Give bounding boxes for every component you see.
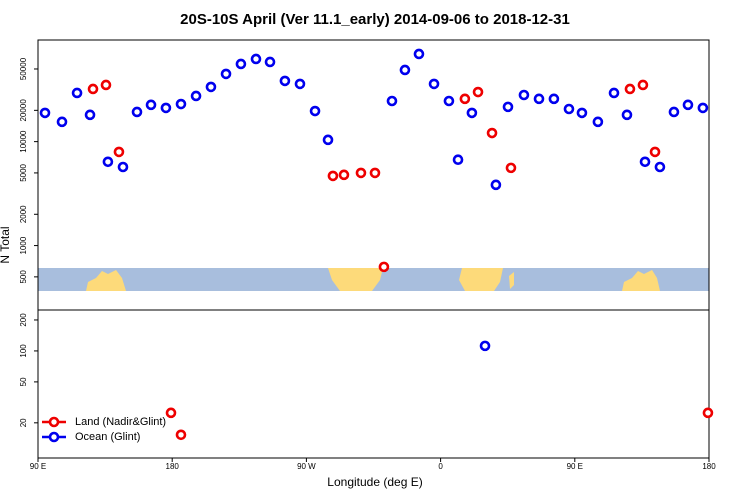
point xyxy=(250,53,262,65)
point xyxy=(697,102,709,114)
x-tick-label: 90 E xyxy=(567,462,583,471)
y-tick-label: 500 xyxy=(19,270,28,284)
point xyxy=(518,89,530,101)
x-tick-label: 0 xyxy=(438,462,443,471)
point xyxy=(472,86,484,98)
land xyxy=(622,270,660,291)
point xyxy=(205,81,217,93)
point xyxy=(175,429,187,441)
land xyxy=(86,270,126,291)
point xyxy=(39,107,51,119)
panel-frame xyxy=(37,309,710,459)
point xyxy=(113,146,125,158)
point xyxy=(624,83,636,95)
point xyxy=(533,93,545,105)
point xyxy=(294,78,306,90)
y-tick-label: 100 xyxy=(19,344,28,358)
point xyxy=(563,103,575,115)
point xyxy=(702,407,714,419)
point xyxy=(56,116,68,128)
point xyxy=(548,93,560,105)
point xyxy=(322,134,334,146)
point xyxy=(131,106,143,118)
x-tick-label: 180 xyxy=(702,462,716,471)
point xyxy=(175,98,187,110)
point xyxy=(459,93,471,105)
legend-label: Ocean (Glint) xyxy=(75,431,140,443)
y-tick-label: 5000 xyxy=(19,163,28,181)
point xyxy=(378,261,390,273)
point xyxy=(160,102,172,114)
point xyxy=(117,161,129,173)
point xyxy=(505,162,517,174)
y-tick-label: 50 xyxy=(19,377,28,386)
point xyxy=(486,127,498,139)
point xyxy=(102,156,114,168)
point xyxy=(443,95,455,107)
y-tick-label: 50000 xyxy=(19,57,28,80)
point xyxy=(235,58,247,70)
point xyxy=(637,79,649,91)
point xyxy=(100,79,112,91)
point xyxy=(682,99,694,111)
y-tick-label: 10000 xyxy=(19,130,28,153)
point xyxy=(399,64,411,76)
point xyxy=(71,87,83,99)
point xyxy=(576,107,588,119)
point xyxy=(355,167,367,179)
point xyxy=(309,105,321,117)
x-tick-label: 180 xyxy=(166,462,180,471)
point xyxy=(668,106,680,118)
point xyxy=(84,109,96,121)
legend-marker xyxy=(48,416,60,428)
point xyxy=(502,101,514,113)
point xyxy=(369,167,381,179)
legend-label: Land (Nadir&Glint) xyxy=(75,416,166,428)
point xyxy=(338,169,350,181)
y-tick-label: 1000 xyxy=(19,236,28,254)
point xyxy=(608,87,620,99)
chart-title: 20S-10S April (Ver 11.1_early) 2014-09-0… xyxy=(180,11,570,28)
map-band xyxy=(38,268,709,291)
point xyxy=(220,68,232,80)
y-axis-label: N Total xyxy=(0,226,12,263)
point xyxy=(264,56,276,68)
x-tick-label: 90 W xyxy=(297,462,316,471)
point xyxy=(386,95,398,107)
y-tick-label: 2000 xyxy=(19,205,28,223)
point xyxy=(190,90,202,102)
point xyxy=(413,48,425,60)
point xyxy=(466,107,478,119)
point xyxy=(145,99,157,111)
point xyxy=(592,116,604,128)
x-axis-label: Longitude (deg E) xyxy=(327,475,422,489)
point xyxy=(654,161,666,173)
y-tick-label: 200 xyxy=(19,313,28,327)
x-tick-label: 90 E xyxy=(30,462,46,471)
point xyxy=(279,75,291,87)
point xyxy=(452,154,464,166)
legend-marker xyxy=(48,431,60,443)
y-tick-label: 20 xyxy=(19,418,28,427)
point xyxy=(649,146,661,158)
land xyxy=(509,272,514,289)
y-tick-label: 20000 xyxy=(19,99,28,122)
point xyxy=(490,179,502,191)
land xyxy=(328,268,383,291)
point xyxy=(621,109,633,121)
point xyxy=(428,78,440,90)
land xyxy=(459,268,503,291)
point xyxy=(165,407,177,419)
point xyxy=(639,156,651,168)
point xyxy=(479,340,491,352)
point xyxy=(87,83,99,95)
point xyxy=(327,170,339,182)
